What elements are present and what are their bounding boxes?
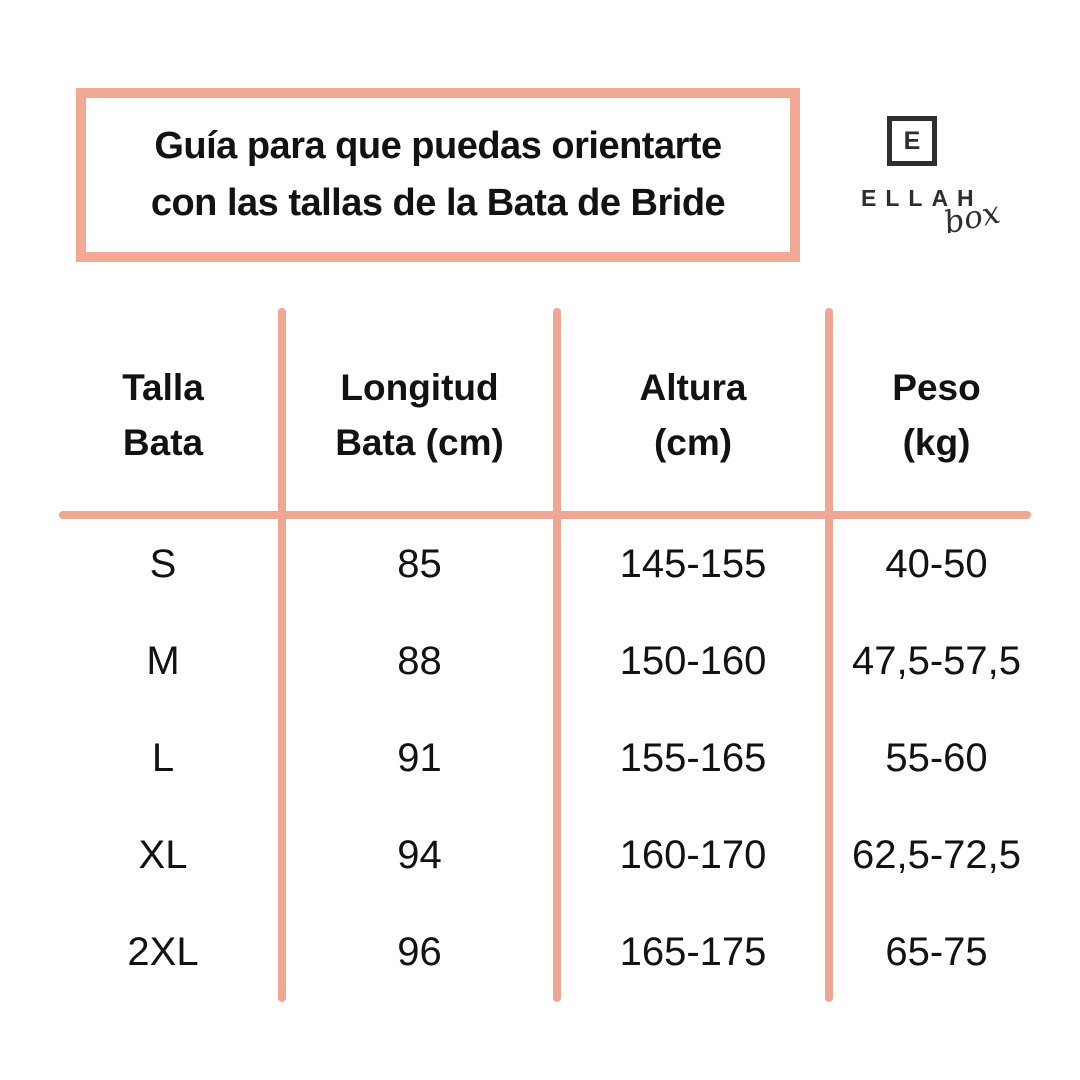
column-header-talla: Talla Bata (44, 308, 282, 512)
cell-length: 91 (397, 736, 442, 780)
cell-height: 165-175 (619, 930, 767, 974)
header-divider (59, 511, 1031, 519)
cell-height: 155-165 (619, 736, 767, 780)
column-header-line: Longitud (340, 367, 499, 408)
cell-height: 145-155 (619, 542, 767, 586)
column-header-line: Bata (122, 422, 204, 463)
logo-brand-name: ELLAH (861, 185, 983, 211)
column-header-peso: Peso (kg) (829, 308, 1044, 512)
cell-size: 2XL (127, 930, 199, 974)
column-header-line: Altura (639, 367, 747, 408)
size-table: Talla Bata Longitud Bata (cm) Altura (cm… (44, 308, 1044, 997)
cell-weight: 47,5-57,5 (851, 639, 1022, 683)
column-header-line: Peso (892, 367, 981, 408)
cell-weight: 65-75 (885, 930, 988, 974)
title-box: Guía para que puedas orientarte con las … (76, 88, 800, 262)
cell-weight: 40-50 (885, 542, 988, 586)
column-header-line: (kg) (902, 422, 971, 463)
cell-height: 160-170 (619, 833, 767, 877)
title-line-2: con las tallas de la Bata de Bride (150, 182, 726, 224)
column-divider-2 (553, 308, 561, 1002)
cell-length: 85 (397, 542, 442, 586)
cell-size: L (151, 736, 175, 780)
brand-logo: E ELLAH box (858, 114, 1018, 249)
column-divider-3 (825, 308, 833, 1002)
column-header-longitud: Longitud Bata (cm) (282, 308, 557, 512)
title-line-1: Guía para que puedas orientarte (154, 125, 722, 167)
cell-height: 150-160 (619, 639, 767, 683)
column-header-line: (cm) (653, 422, 733, 463)
cell-size: M (146, 639, 180, 683)
cell-length: 88 (397, 639, 442, 683)
cell-length: 96 (397, 930, 442, 974)
logo-monogram-icon: E (887, 116, 937, 166)
column-header-line: Bata (cm) (335, 422, 504, 463)
cell-size: S (149, 542, 177, 586)
column-header-altura: Altura (cm) (557, 308, 829, 512)
column-header-line: Talla (122, 367, 204, 408)
column-divider-1 (278, 308, 286, 1002)
logo-monogram-letter: E (903, 126, 921, 155)
cell-size: XL (138, 833, 188, 877)
cell-weight: 62,5-72,5 (851, 833, 1022, 877)
cell-length: 94 (397, 833, 442, 877)
cell-weight: 55-60 (885, 736, 988, 780)
